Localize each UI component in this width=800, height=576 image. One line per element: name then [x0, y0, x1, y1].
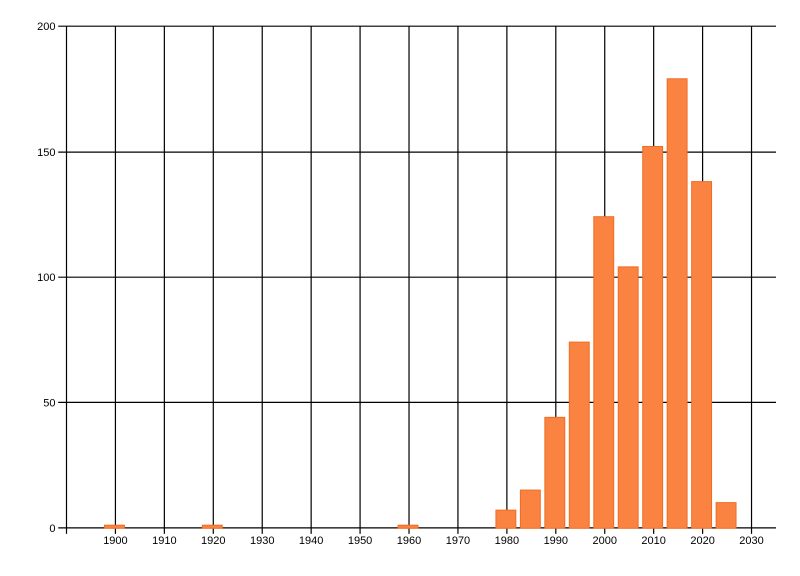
svg-text:1980: 1980: [495, 535, 519, 547]
svg-text:1990: 1990: [544, 535, 568, 547]
svg-text:2030: 2030: [739, 535, 763, 547]
svg-text:100: 100: [37, 272, 55, 284]
svg-text:2020: 2020: [690, 535, 714, 547]
svg-text:1910: 1910: [152, 535, 176, 547]
svg-text:1960: 1960: [397, 535, 421, 547]
svg-text:2010: 2010: [641, 535, 665, 547]
svg-text:1940: 1940: [299, 535, 323, 547]
svg-text:1950: 1950: [348, 535, 372, 547]
svg-text:150: 150: [37, 147, 55, 159]
svg-text:1930: 1930: [250, 535, 274, 547]
svg-text:50: 50: [43, 397, 55, 409]
svg-text:1900: 1900: [103, 535, 127, 547]
svg-text:1970: 1970: [446, 535, 470, 547]
svg-text:200: 200: [37, 21, 55, 33]
svg-text:2000: 2000: [592, 535, 616, 547]
svg-text:0: 0: [49, 523, 55, 535]
svg-text:1920: 1920: [201, 535, 225, 547]
